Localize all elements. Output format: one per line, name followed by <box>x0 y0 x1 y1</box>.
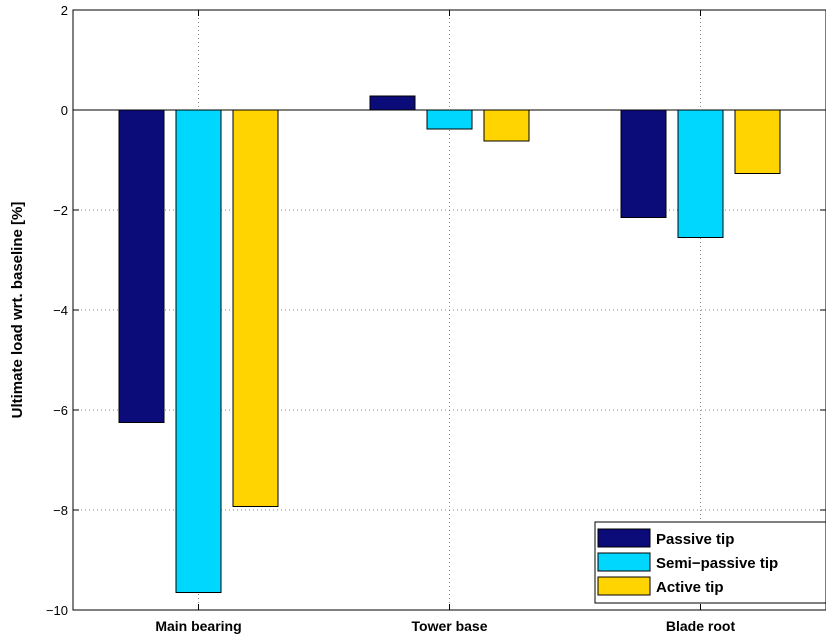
bar <box>483 109 530 142</box>
y-tick-label: −4 <box>53 303 68 318</box>
x-axis-ticks: Main bearing Tower base Blade root <box>155 10 735 634</box>
y-tick-label: −10 <box>46 603 68 618</box>
bar <box>369 95 416 111</box>
legend-swatch <box>597 552 651 572</box>
y-tick-label: −6 <box>53 403 68 418</box>
y-axis-title: Ultimate load wrt. baseline [%] <box>9 202 26 419</box>
bar <box>734 109 781 174</box>
x-category-label: Blade root <box>666 618 736 634</box>
bar <box>426 109 473 130</box>
legend-swatch <box>597 528 651 548</box>
bar <box>118 109 165 423</box>
y-tick-label: 0 <box>61 103 68 118</box>
x-category-label: Tower base <box>412 618 488 634</box>
y-axis-ticks: 2 0 −2 −4 −6 −8 −10 <box>46 3 826 618</box>
bar <box>175 109 222 593</box>
bar <box>677 109 724 238</box>
legend-swatch <box>597 576 651 596</box>
legend-label: Active tip <box>656 579 724 596</box>
bar <box>232 109 279 507</box>
bar <box>620 109 667 218</box>
legend-label: Semi−passive tip <box>656 555 778 572</box>
legend-label: Passive tip <box>656 531 734 548</box>
y-tick-label: −2 <box>53 203 68 218</box>
x-category-label: Main bearing <box>155 618 241 634</box>
y-tick-label: −8 <box>53 503 68 518</box>
y-tick-label: 2 <box>61 3 68 18</box>
bars <box>118 95 781 593</box>
legend: Passive tip Semi−passive tip Active tip <box>594 521 826 604</box>
